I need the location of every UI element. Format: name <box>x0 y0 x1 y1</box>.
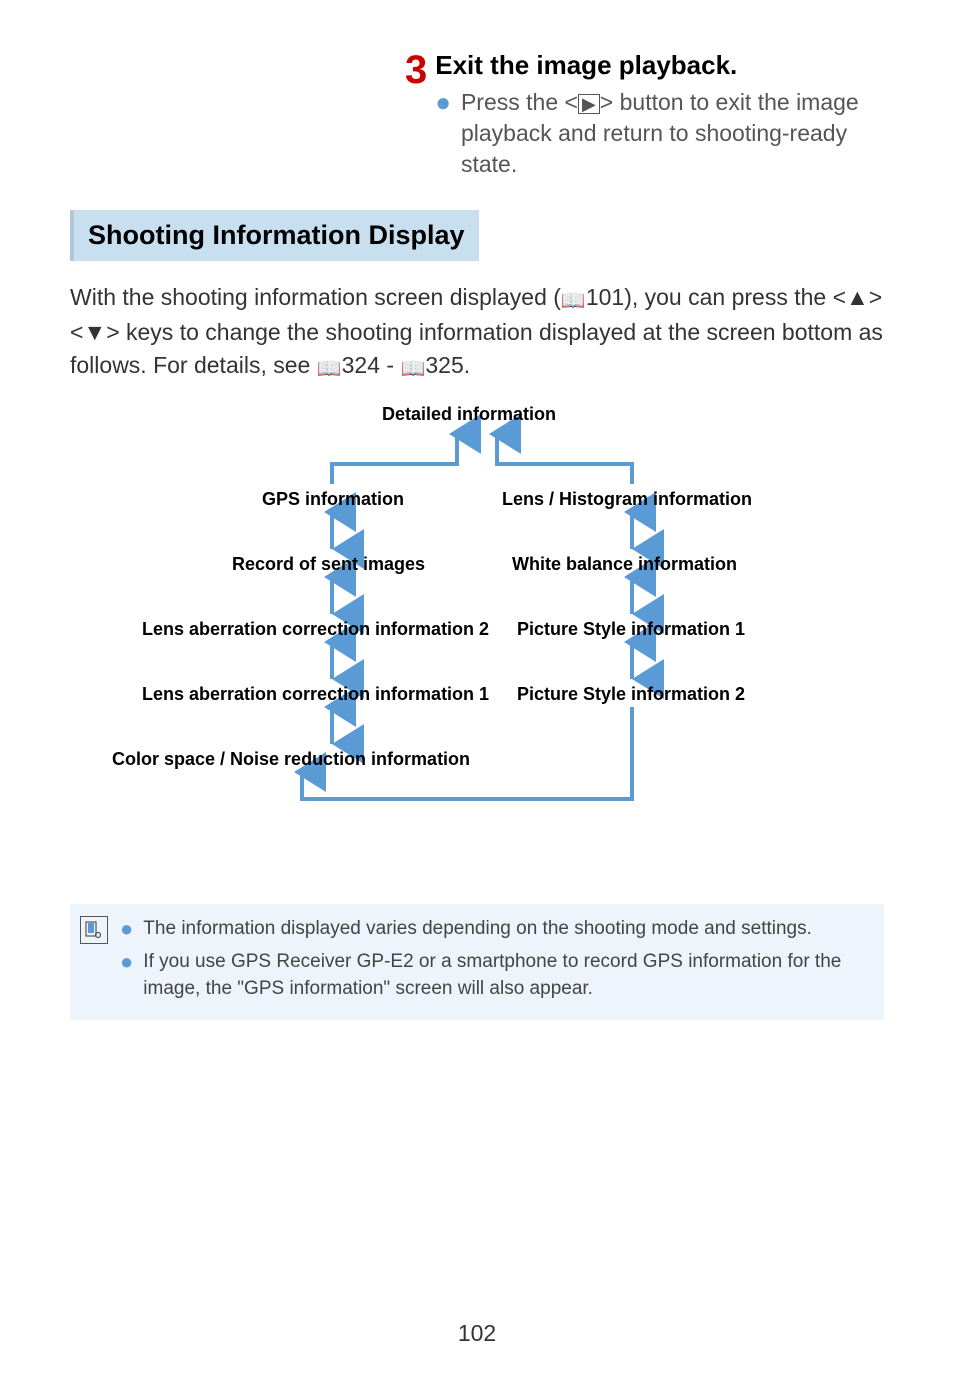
note-bullet-2: ● <box>120 949 133 975</box>
label-ps-1: Picture Style information 1 <box>517 619 745 640</box>
label-lens-hist: Lens / Histogram information <box>502 489 752 510</box>
note-text-1: The information displayed varies dependi… <box>143 916 812 943</box>
body-dash: - <box>380 352 400 378</box>
ref-2: 324 <box>342 352 380 378</box>
step-title: Exit the image playback. <box>435 50 884 81</box>
ref-icon-2: 📖 <box>317 355 342 384</box>
bullet-pre: Press the < <box>461 89 578 115</box>
label-lens-ab-2: Lens aberration correction information 2 <box>142 619 489 640</box>
info-flow-diagram: Detailed information GPS information Rec… <box>72 404 882 884</box>
note-1: ● The information displayed varies depen… <box>120 916 870 943</box>
bullet-icon: ● <box>435 87 451 118</box>
note-box: ● The information displayed varies depen… <box>70 904 884 1020</box>
page: 3 Exit the image playback. ● Press the <… <box>0 0 954 1387</box>
step-bullet: ● Press the <▶> button to exit the image… <box>435 87 884 180</box>
section-header: Shooting Information Display <box>70 210 479 261</box>
ref-icon-1: 📖 <box>561 287 586 316</box>
label-gps: GPS information <box>262 489 404 510</box>
label-detailed: Detailed information <box>382 404 556 425</box>
step-number: 3 <box>405 50 427 90</box>
page-number: 102 <box>70 1320 884 1347</box>
playback-icon: ▶ <box>578 94 600 114</box>
label-lens-ab-1: Lens aberration correction information 1 <box>142 684 489 705</box>
ref-1: 101 <box>586 284 624 310</box>
step-body: Exit the image playback. ● Press the <▶>… <box>435 50 884 180</box>
body-end: . <box>464 352 470 378</box>
label-ps-2: Picture Style information 2 <box>517 684 745 705</box>
diagram-connectors <box>72 404 882 884</box>
body-pre: With the shooting information screen dis… <box>70 284 561 310</box>
note-2: ● If you use GPS Receiver GP-E2 or a sma… <box>120 949 870 1002</box>
note-icon <box>80 916 108 944</box>
ref-icon-3: 📖 <box>400 355 425 384</box>
note-bullet-1: ● <box>120 916 133 942</box>
bullet-text: Press the <▶> button to exit the image p… <box>461 87 884 180</box>
ref-3: 325 <box>425 352 463 378</box>
label-color-space: Color space / Noise reduction informatio… <box>112 749 470 770</box>
body-text: With the shooting information screen dis… <box>70 281 884 384</box>
step-3: 3 Exit the image playback. ● Press the <… <box>405 50 884 180</box>
note-text-2: If you use GPS Receiver GP-E2 or a smart… <box>143 949 870 1002</box>
label-wb: White balance information <box>512 554 737 575</box>
label-record-sent: Record of sent images <box>232 554 425 575</box>
